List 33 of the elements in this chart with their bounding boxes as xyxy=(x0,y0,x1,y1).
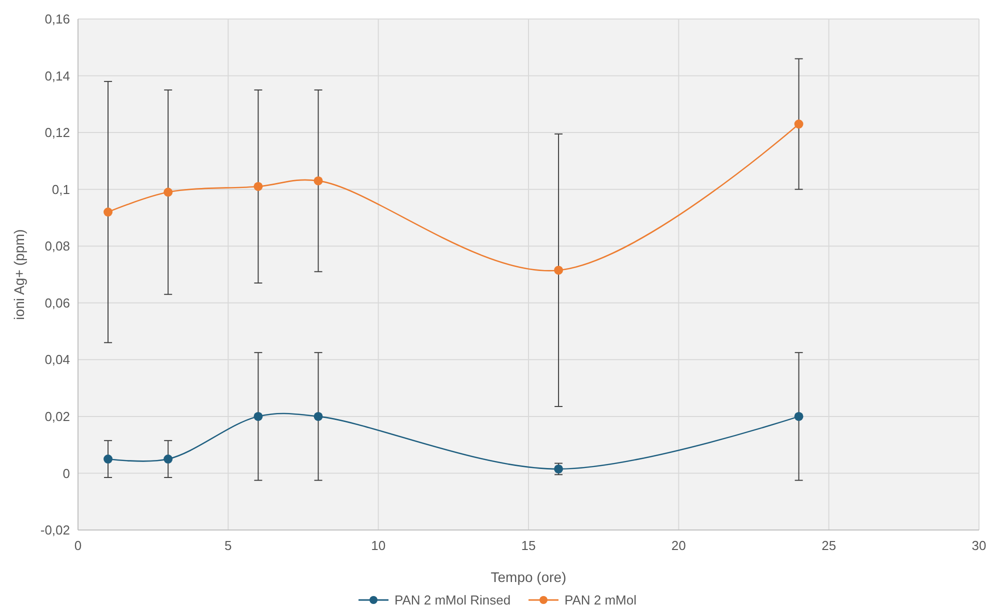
point xyxy=(254,412,263,421)
y-tick-label: 0 xyxy=(62,466,70,481)
point xyxy=(554,266,564,275)
point xyxy=(104,208,113,217)
point xyxy=(254,182,263,191)
x-tick-label: 30 xyxy=(972,538,986,553)
legend-label: PAN 2 mMol xyxy=(564,592,637,608)
point xyxy=(554,464,564,474)
y-tick-label: 0,06 xyxy=(44,295,70,310)
y-tick-label: 0,04 xyxy=(44,352,70,368)
x-tick-label: 20 xyxy=(671,538,686,553)
point xyxy=(794,120,804,129)
y-tick-label: 0,08 xyxy=(44,238,70,254)
y-tick-label: -0,02 xyxy=(40,522,70,538)
y-tick-label: 0,14 xyxy=(44,68,70,84)
y-tick-label: 0,1 xyxy=(52,182,70,197)
y-tick-label: 0,12 xyxy=(44,125,70,140)
x-tick-label: 0 xyxy=(74,538,82,553)
x-tick-label: 5 xyxy=(224,538,232,553)
point xyxy=(104,454,113,464)
y-tick-label: 0,16 xyxy=(44,12,70,27)
y-tick-label: 0,02 xyxy=(44,408,70,424)
y-axis-title: ioni Ag+ (ppm) xyxy=(11,229,27,320)
x-tick-label: 15 xyxy=(521,538,536,553)
x-tick-label: 25 xyxy=(822,538,836,553)
x-tick-label: 10 xyxy=(371,538,386,553)
point xyxy=(794,412,804,421)
point xyxy=(314,412,323,421)
x-axis-title: Tempo (ore) xyxy=(490,569,566,585)
point xyxy=(314,176,323,186)
point xyxy=(164,454,173,464)
point xyxy=(164,188,173,197)
legend-label: PAN 2 mMol Rinsed xyxy=(394,592,511,608)
